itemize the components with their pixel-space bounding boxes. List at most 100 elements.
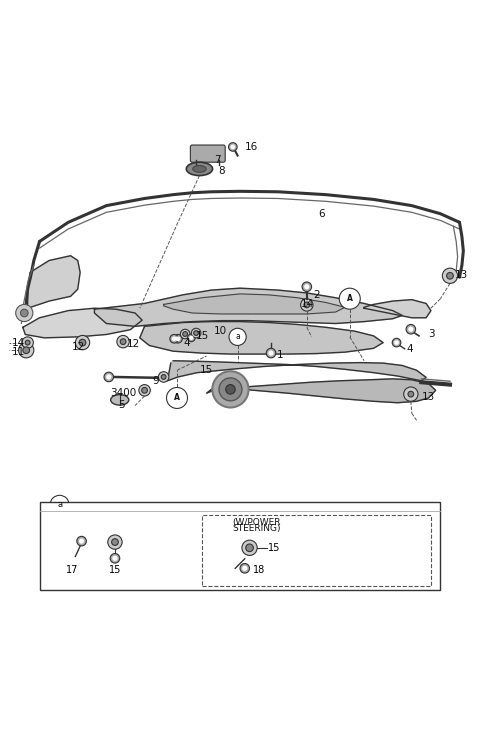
Circle shape <box>75 336 90 349</box>
FancyBboxPatch shape <box>191 145 225 162</box>
Circle shape <box>50 496 69 515</box>
Circle shape <box>246 544 253 552</box>
Circle shape <box>167 387 188 409</box>
Text: 10: 10 <box>214 326 228 336</box>
FancyBboxPatch shape <box>39 501 441 590</box>
Text: 16: 16 <box>245 142 258 152</box>
Circle shape <box>112 556 118 561</box>
Circle shape <box>176 336 180 341</box>
Polygon shape <box>164 294 345 314</box>
Text: 6: 6 <box>319 209 325 219</box>
Text: a: a <box>57 500 62 510</box>
Circle shape <box>392 338 401 347</box>
Circle shape <box>408 327 413 332</box>
Circle shape <box>108 535 122 549</box>
Circle shape <box>394 340 399 345</box>
Circle shape <box>161 374 166 379</box>
Circle shape <box>77 537 86 546</box>
Text: 15: 15 <box>109 565 121 575</box>
Circle shape <box>242 540 257 556</box>
Text: STEERING): STEERING) <box>232 524 281 533</box>
Ellipse shape <box>111 395 129 405</box>
Text: 12: 12 <box>72 342 85 352</box>
Circle shape <box>79 339 86 346</box>
Circle shape <box>226 385 235 394</box>
Polygon shape <box>206 379 436 403</box>
Circle shape <box>230 145 235 149</box>
Text: 13: 13 <box>455 270 468 280</box>
Text: 2: 2 <box>313 290 320 300</box>
Circle shape <box>228 143 237 151</box>
Ellipse shape <box>186 162 213 175</box>
Circle shape <box>242 566 247 571</box>
Text: 15: 15 <box>268 543 280 553</box>
Circle shape <box>142 387 147 393</box>
Polygon shape <box>168 360 426 381</box>
Circle shape <box>446 273 453 279</box>
Circle shape <box>22 337 34 348</box>
Text: 11: 11 <box>12 347 25 357</box>
Text: 12: 12 <box>126 339 140 349</box>
Text: 18: 18 <box>253 565 265 575</box>
Text: 7: 7 <box>214 155 220 165</box>
Text: A: A <box>174 393 180 403</box>
Polygon shape <box>140 322 383 354</box>
Circle shape <box>212 371 249 407</box>
Text: 15: 15 <box>196 331 209 341</box>
Text: 15: 15 <box>199 366 213 375</box>
Polygon shape <box>364 300 431 318</box>
Circle shape <box>302 282 312 292</box>
Circle shape <box>404 387 418 401</box>
Circle shape <box>189 336 193 340</box>
Circle shape <box>240 564 250 573</box>
Text: A: A <box>347 294 353 303</box>
Text: 14: 14 <box>12 338 25 348</box>
Circle shape <box>25 340 30 345</box>
Circle shape <box>174 335 182 343</box>
Text: 17: 17 <box>66 565 78 575</box>
Circle shape <box>268 350 274 356</box>
Text: (W/POWER: (W/POWER <box>232 518 281 526</box>
Circle shape <box>112 539 118 545</box>
Circle shape <box>106 374 111 379</box>
Text: 4: 4 <box>184 338 190 348</box>
Circle shape <box>266 348 276 358</box>
Circle shape <box>19 343 34 358</box>
Circle shape <box>158 371 169 382</box>
Circle shape <box>406 325 416 334</box>
Text: 13: 13 <box>421 392 434 401</box>
Circle shape <box>117 336 129 348</box>
Polygon shape <box>28 256 80 308</box>
Circle shape <box>180 329 190 338</box>
Text: 9: 9 <box>152 376 159 386</box>
Polygon shape <box>23 308 142 338</box>
Circle shape <box>104 372 114 382</box>
Circle shape <box>194 330 199 336</box>
Circle shape <box>408 391 414 397</box>
Circle shape <box>139 385 150 396</box>
Circle shape <box>188 334 195 341</box>
Circle shape <box>304 302 310 308</box>
Text: 5: 5 <box>118 400 125 409</box>
Circle shape <box>110 553 120 563</box>
Circle shape <box>229 328 246 346</box>
Circle shape <box>304 284 310 289</box>
Text: 14: 14 <box>301 300 314 309</box>
Circle shape <box>120 338 126 344</box>
Circle shape <box>339 288 360 309</box>
Text: 3: 3 <box>429 330 435 339</box>
FancyBboxPatch shape <box>202 515 431 586</box>
Polygon shape <box>95 288 402 326</box>
Circle shape <box>192 328 201 338</box>
Circle shape <box>79 539 84 544</box>
Circle shape <box>300 299 313 311</box>
Circle shape <box>172 336 177 341</box>
Ellipse shape <box>193 165 206 173</box>
Text: 3400: 3400 <box>110 388 136 398</box>
Text: 1: 1 <box>277 350 284 360</box>
Circle shape <box>21 309 28 317</box>
Text: a: a <box>235 333 240 341</box>
Text: 8: 8 <box>218 166 225 175</box>
Circle shape <box>170 335 179 343</box>
Circle shape <box>23 347 30 354</box>
